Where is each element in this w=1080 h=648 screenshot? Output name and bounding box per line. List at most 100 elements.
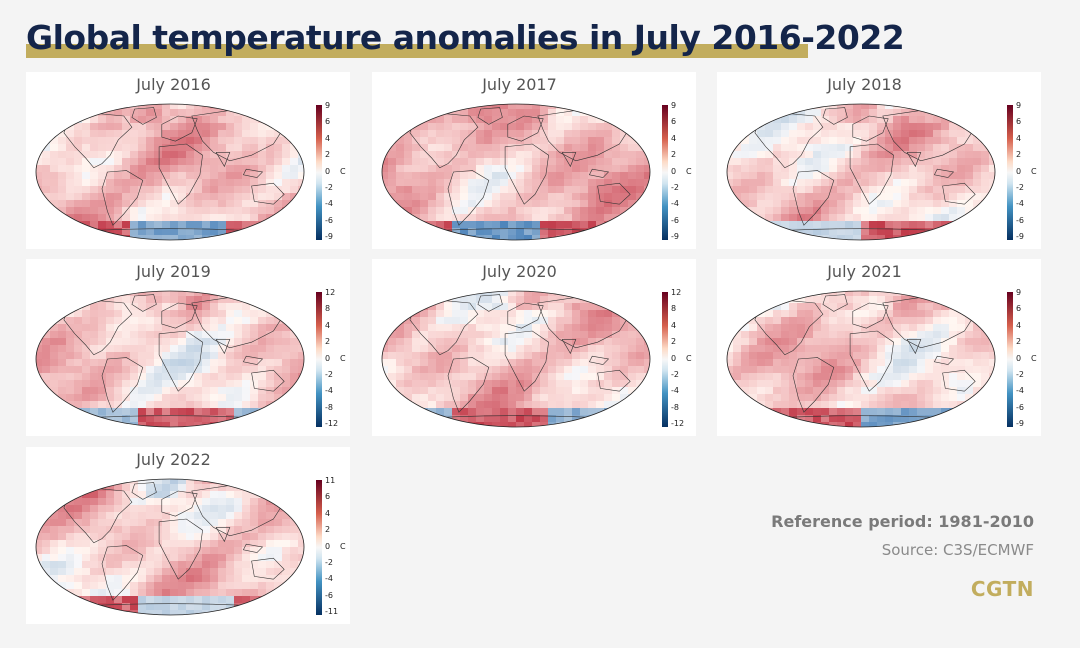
world-anomaly-map <box>35 103 305 241</box>
colorbar-tick-label: -4 <box>325 386 333 396</box>
colorbar-tick-label: -2 <box>671 369 679 379</box>
colorbar-tick-label: 4 <box>1016 320 1022 330</box>
map-panel: July 2021 9 6 4 2 0 -2 -4 -6 -9 C <box>717 259 1041 436</box>
colorbar-tick-label: -4 <box>1016 386 1024 396</box>
colorbar-unit: C <box>340 542 346 551</box>
colorbar-tick-label: -2 <box>325 557 333 567</box>
colorbar-tick-label: 2 <box>325 150 331 160</box>
colorbar-tick-label: 9 <box>671 101 677 110</box>
colorbar-tick-label: 0 <box>325 166 331 176</box>
colorbar-tick-label: 6 <box>1016 117 1022 127</box>
panel-title: July 2022 <box>136 450 211 469</box>
colorbar-tick-label: -2 <box>325 182 333 192</box>
panel-title: July 2020 <box>482 262 557 281</box>
world-anomaly-map <box>381 290 651 428</box>
colorbar-tick-label: 9 <box>1016 101 1022 110</box>
colorbar-unit: C <box>340 354 346 363</box>
colorbar-tick-label: 8 <box>325 304 331 314</box>
colorbar-tick-label: 0 <box>671 166 677 176</box>
title-underline <box>26 44 808 58</box>
map-panel: July 2018 9 6 4 2 0 -2 -4 -6 -9 C <box>717 72 1041 249</box>
colorbar-unit: C <box>686 167 692 176</box>
world-anomaly-map <box>35 478 305 616</box>
page-title: Global temperature anomalies in July 201… <box>26 18 905 57</box>
colorbar-tick-label: -2 <box>1016 369 1024 379</box>
panel-title: July 2018 <box>827 75 902 94</box>
colorbar: 9 6 4 2 0 -2 -4 -6 -9 C <box>316 101 350 241</box>
colorbar-tick-label: 12 <box>325 288 336 297</box>
world-anomaly-map <box>726 290 996 428</box>
colorbar-tick-label: 0 <box>671 353 677 363</box>
colorbar-tick-label: -4 <box>671 199 679 209</box>
colorbar-tick-label: 4 <box>1016 133 1022 143</box>
colorbar-unit: C <box>686 354 692 363</box>
colorbar-tick-label: -8 <box>671 402 679 412</box>
colorbar-tick-label: -6 <box>671 215 679 225</box>
colorbar-tick-label: 11 <box>325 476 336 485</box>
panel-title: July 2021 <box>827 262 902 281</box>
map-panel: July 2016 9 6 4 2 0 -2 -4 -6 -9 C <box>26 72 350 249</box>
colorbar-tick-label: 12 <box>671 288 682 297</box>
colorbar-tick-label: 2 <box>325 337 331 347</box>
world-anomaly-map <box>381 103 651 241</box>
panel-title: July 2017 <box>482 75 557 94</box>
colorbar-tick-label: -12 <box>671 419 685 428</box>
colorbar-tick-label: 0 <box>1016 166 1022 176</box>
panel-title: July 2016 <box>136 75 211 94</box>
colorbar-tick-label: 4 <box>325 320 331 330</box>
colorbar-tick-label: -8 <box>325 402 333 412</box>
colorbar-tick-label: 6 <box>325 117 331 127</box>
map-panel: July 2022 11 6 4 2 0 -2 -4 -6 -11 C <box>26 447 350 624</box>
colorbar-tick-label: 2 <box>671 337 677 347</box>
colorbar-tick-label: 6 <box>325 492 331 502</box>
colorbar-unit: C <box>1031 354 1037 363</box>
reference-period: Reference period: 1981-2010 <box>771 512 1034 531</box>
colorbar-tick-label: 0 <box>325 541 331 551</box>
colorbar-tick-label: -2 <box>671 182 679 192</box>
colorbar-tick-label: -2 <box>325 369 333 379</box>
colorbar-tick-label: 0 <box>325 353 331 363</box>
map-panel: July 2017 9 6 4 2 0 -2 -4 -6 -9 C <box>372 72 696 249</box>
map-panel: July 2020 12 8 4 2 0 -2 -4 -8 -12 C <box>372 259 696 436</box>
colorbar-tick-label: 4 <box>671 320 677 330</box>
colorbar: 12 8 4 2 0 -2 -4 -8 -12 C <box>662 288 696 428</box>
panel-title: July 2019 <box>136 262 211 281</box>
colorbar-tick-label: 8 <box>671 304 677 314</box>
colorbar-tick-label: -9 <box>1016 419 1024 428</box>
colorbar-tick-label: -9 <box>671 232 679 241</box>
colorbar-tick-label: -11 <box>325 607 339 616</box>
colorbar-tick-label: 2 <box>671 150 677 160</box>
colorbar-tick-label: -6 <box>325 215 333 225</box>
colorbar-tick-label: -6 <box>1016 402 1024 412</box>
colorbar: 11 6 4 2 0 -2 -4 -6 -11 C <box>316 476 350 616</box>
colorbar-tick-label: 9 <box>325 101 331 110</box>
colorbar-tick-label: -6 <box>1016 215 1024 225</box>
world-anomaly-map <box>35 290 305 428</box>
source-credit: Source: C3S/ECMWF <box>881 541 1034 559</box>
colorbar-tick-label: 4 <box>671 133 677 143</box>
colorbar-tick-label: -4 <box>1016 199 1024 209</box>
colorbar-unit: C <box>340 167 346 176</box>
colorbar-tick-label: 4 <box>325 133 331 143</box>
colorbar-tick-label: 2 <box>325 525 331 535</box>
colorbar-tick-label: -4 <box>325 574 333 584</box>
colorbar-tick-label: -4 <box>325 199 333 209</box>
colorbar-tick-label: 9 <box>1016 288 1022 297</box>
colorbar-tick-label: 4 <box>325 508 331 518</box>
colorbar-tick-label: -6 <box>325 590 333 600</box>
colorbar-tick-label: -9 <box>325 232 333 241</box>
colorbar-tick-label: -4 <box>671 386 679 396</box>
colorbar-tick-label: 2 <box>1016 150 1022 160</box>
colorbar-tick-label: -12 <box>325 419 339 428</box>
map-panel: July 2019 12 8 4 2 0 -2 -4 -8 -12 C <box>26 259 350 436</box>
world-anomaly-map <box>726 103 996 241</box>
colorbar-unit: C <box>1031 167 1037 176</box>
cgtn-logo: CGTN <box>970 577 1034 601</box>
colorbar-tick-label: 6 <box>1016 304 1022 314</box>
colorbar-tick-label: 6 <box>671 117 677 127</box>
colorbar: 9 6 4 2 0 -2 -4 -6 -9 C <box>1007 288 1041 428</box>
colorbar: 9 6 4 2 0 -2 -4 -6 -9 C <box>1007 101 1041 241</box>
colorbar: 9 6 4 2 0 -2 -4 -6 -9 C <box>662 101 696 241</box>
colorbar: 12 8 4 2 0 -2 -4 -8 -12 C <box>316 288 350 428</box>
colorbar-tick-label: -2 <box>1016 182 1024 192</box>
